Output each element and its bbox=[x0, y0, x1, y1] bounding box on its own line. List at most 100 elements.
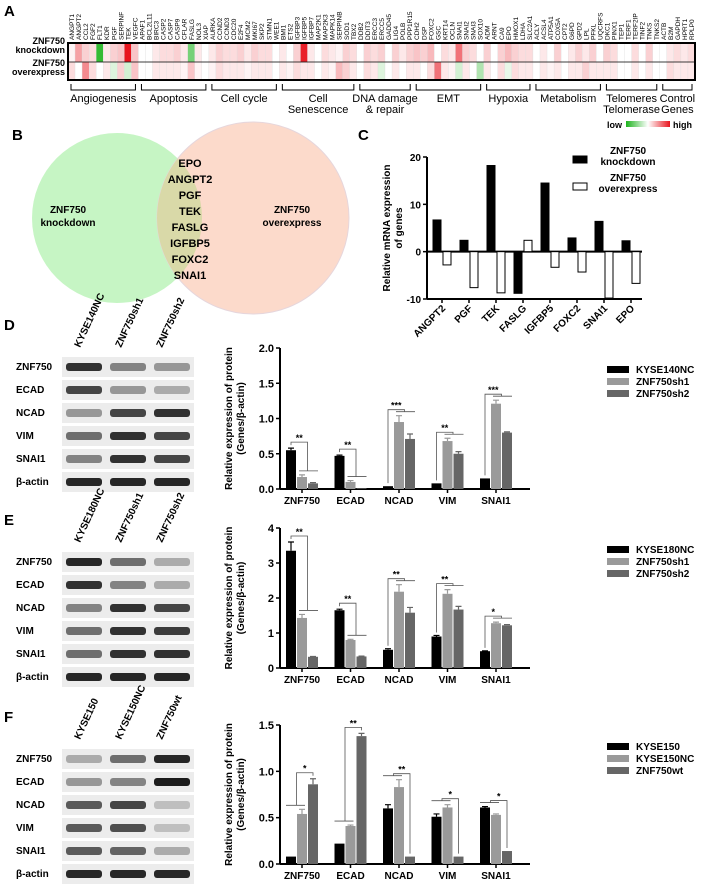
heatmap-cell bbox=[638, 42, 646, 63]
y-tick-label: 1.5 bbox=[259, 720, 274, 732]
legend-swatch bbox=[607, 755, 629, 762]
bar bbox=[383, 486, 393, 489]
blot-row-label: ZNF750 bbox=[16, 362, 53, 373]
x-tick-label: SNAI1 bbox=[481, 871, 511, 882]
group-label: & repair bbox=[366, 104, 405, 116]
bar bbox=[523, 239, 533, 253]
bar bbox=[297, 477, 307, 489]
gene-label: TINF2 bbox=[640, 22, 647, 40]
heatmap-cell bbox=[328, 61, 336, 81]
heatmap-cell bbox=[434, 42, 442, 63]
gene-label: KDR bbox=[104, 26, 111, 40]
x-tick-label: ZNF750 bbox=[284, 675, 321, 686]
heatmap-cell bbox=[229, 42, 238, 63]
heatmap-cell bbox=[504, 61, 512, 81]
gene-label: SLC2A1 bbox=[527, 15, 534, 40]
legend-label: ZNF750sh1 bbox=[636, 557, 690, 568]
group-bracket bbox=[535, 84, 601, 91]
heatmap-cell bbox=[286, 61, 294, 81]
blot-row-label: β-actin bbox=[16, 477, 49, 488]
gene-label: IGFBP5 bbox=[302, 16, 309, 40]
heatmap-cell bbox=[455, 61, 463, 81]
y-tick-label: 2.0 bbox=[259, 343, 274, 355]
gene-label: TNKS2 bbox=[654, 19, 661, 40]
legend-label: KYSE150 bbox=[636, 742, 680, 753]
bar bbox=[308, 656, 318, 668]
bar bbox=[308, 784, 318, 864]
blot-row-label: NCAD bbox=[16, 800, 45, 811]
heatmap-cell bbox=[103, 61, 111, 81]
heatmap-cell bbox=[117, 61, 125, 81]
heatmap-cell bbox=[349, 61, 357, 81]
heatmap-cell bbox=[194, 42, 203, 63]
row-label: knockdown bbox=[15, 45, 65, 55]
blot-band bbox=[110, 824, 146, 832]
blot-band bbox=[154, 627, 190, 635]
heatmap-cell bbox=[560, 61, 569, 81]
heatmap-cell bbox=[152, 61, 160, 81]
venn-overlap-gene: PGF bbox=[179, 190, 202, 202]
legend-label: ZNF750 bbox=[610, 146, 647, 157]
gene-label: CA9 bbox=[499, 27, 506, 40]
heatmap-cell bbox=[117, 42, 125, 63]
gene-label: POLB bbox=[400, 23, 407, 40]
gene-label: SNAI3 bbox=[471, 21, 478, 40]
heatmap-cell bbox=[363, 42, 372, 63]
y-tick-label: 0.5 bbox=[259, 449, 274, 461]
panel-label-a: A bbox=[4, 3, 15, 20]
heatmap-cell bbox=[398, 42, 407, 63]
heatmap-cell bbox=[610, 42, 618, 63]
significance-bracket bbox=[436, 583, 464, 633]
heatmap-cell bbox=[159, 61, 167, 81]
gene-label: CDC20 bbox=[231, 18, 238, 40]
blot-band bbox=[154, 755, 190, 763]
protein-bar-chart-e: 0 1 2 3 4 Relative expression of protein (Gene… bbox=[224, 523, 694, 686]
scale-high-label: high bbox=[673, 120, 692, 130]
heatmap-cell bbox=[314, 42, 322, 63]
significance-bracket bbox=[387, 409, 415, 484]
heatmap-cell bbox=[349, 42, 357, 63]
bar bbox=[334, 455, 345, 489]
significance-bracket bbox=[339, 602, 367, 636]
gene-label: DDIT3 bbox=[365, 21, 372, 40]
heatmap-cell bbox=[589, 42, 597, 63]
significance-bracket bbox=[484, 615, 512, 648]
gene-label: DKC1 bbox=[604, 22, 611, 40]
protein-bar-chart-f: 0.0 0.5 1.0 1.5 Relative expression of prote… bbox=[224, 718, 694, 882]
gene-label: ACLY bbox=[534, 23, 541, 40]
heatmap-cell bbox=[462, 61, 470, 81]
heatmap-cell bbox=[300, 42, 308, 63]
gene-label: CCND2 bbox=[217, 17, 224, 40]
blot-row-label: ECAD bbox=[16, 777, 44, 788]
bar bbox=[442, 807, 453, 864]
gene-label: SOX10 bbox=[478, 19, 485, 40]
heatmap-cell bbox=[603, 61, 611, 81]
x-tick-label: ECAD bbox=[336, 871, 364, 882]
venn-overlap-gene: ANGPT2 bbox=[168, 174, 213, 186]
legend-swatch bbox=[607, 546, 629, 553]
significance-bracket bbox=[480, 800, 508, 849]
gene-label: PINX1 bbox=[611, 21, 618, 40]
bar bbox=[550, 251, 560, 268]
heatmap-cell bbox=[441, 42, 449, 63]
heatmap-cell bbox=[511, 61, 520, 81]
western-blot-e: KYSE180NC ZNF750sh1 ZNF750sh2 ZNF750 ECAD NCA… bbox=[16, 487, 194, 687]
gene-label: SOD1 bbox=[344, 22, 351, 40]
blot-row-label: β-actin bbox=[16, 869, 49, 880]
western-blot-f: KYSE150 KYSE150NC ZNF750wt ZNF750 ECAD NCAD VI… bbox=[16, 684, 194, 884]
bar bbox=[431, 636, 442, 668]
gene-label: CFLAR bbox=[182, 18, 189, 40]
heatmap-cell bbox=[265, 42, 273, 63]
error-bar bbox=[504, 431, 510, 433]
error-bar bbox=[482, 805, 488, 808]
y-tick-label: 20 bbox=[410, 153, 422, 164]
heatmap-cell bbox=[384, 42, 393, 63]
heatmap-cell bbox=[568, 61, 576, 81]
heatmap-cell bbox=[462, 42, 470, 63]
heatmap-cell bbox=[145, 42, 153, 63]
significance-bracket bbox=[436, 431, 464, 481]
bar bbox=[405, 612, 415, 668]
heatmap-cell bbox=[201, 61, 210, 81]
bar bbox=[486, 165, 496, 253]
